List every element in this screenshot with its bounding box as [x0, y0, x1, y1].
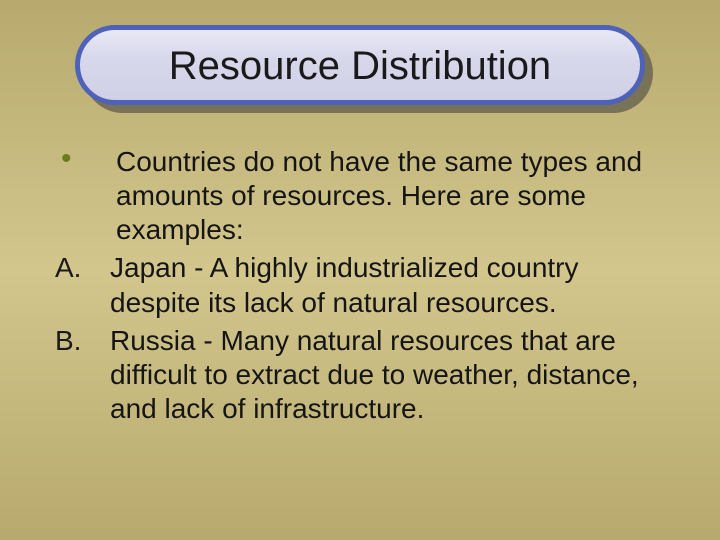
list-item: • Countries do not have the same types a… — [55, 145, 670, 247]
list-item: B. Russia - Many natural resources that … — [55, 324, 670, 426]
bullet-text: Countries do not have the same types and… — [116, 145, 670, 247]
bullet-dot-icon: • — [55, 145, 116, 173]
slide-title: Resource Distribution — [169, 44, 551, 88]
slide-title-container: Resource Distribution — [75, 25, 645, 115]
title-capsule: Resource Distribution — [75, 25, 645, 105]
list-marker-letter: A. — [55, 251, 110, 285]
bullet-text: Japan - A highly industrialized country … — [110, 251, 670, 319]
list-marker-letter: B. — [55, 324, 110, 358]
bullet-text: Russia - Many natural resources that are… — [110, 324, 670, 426]
list-item: A. Japan - A highly industrialized count… — [55, 251, 670, 319]
slide-body: • Countries do not have the same types a… — [55, 145, 670, 426]
